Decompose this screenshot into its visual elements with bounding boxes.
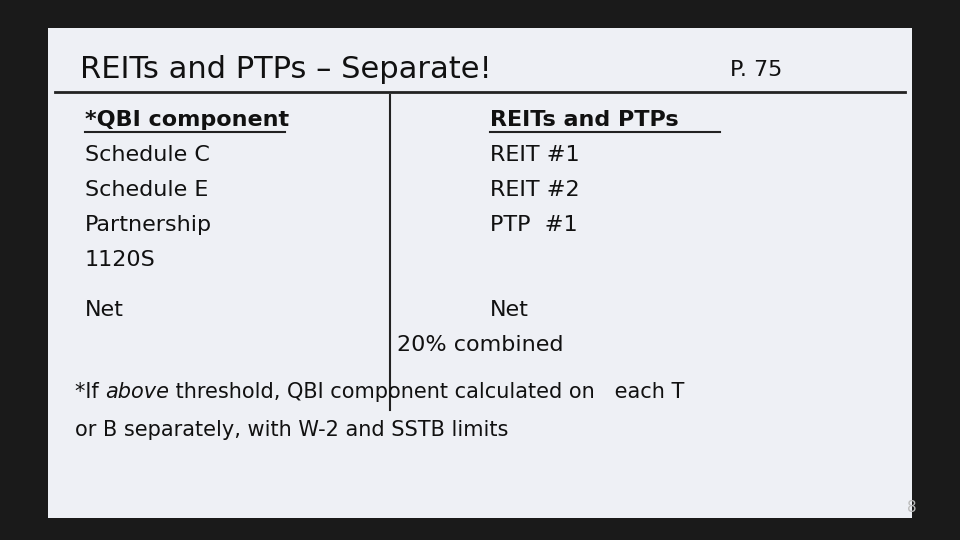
Text: *QBI component: *QBI component bbox=[85, 110, 289, 130]
Text: 20% combined: 20% combined bbox=[396, 335, 564, 355]
Text: 1120S: 1120S bbox=[85, 250, 156, 270]
Text: Partnership: Partnership bbox=[85, 215, 212, 235]
Text: REIT #2: REIT #2 bbox=[490, 180, 580, 200]
Text: REITs and PTPs: REITs and PTPs bbox=[490, 110, 679, 130]
Text: REITs and PTPs – Separate!: REITs and PTPs – Separate! bbox=[80, 56, 492, 84]
Text: above: above bbox=[106, 382, 169, 402]
Text: P. 75: P. 75 bbox=[730, 60, 782, 80]
Text: *If: *If bbox=[75, 382, 106, 402]
Text: or B separately, with W-2 and SSTB limits: or B separately, with W-2 and SSTB limit… bbox=[75, 420, 509, 440]
Text: Net: Net bbox=[490, 300, 529, 320]
Text: Schedule C: Schedule C bbox=[85, 145, 210, 165]
Text: Net: Net bbox=[85, 300, 124, 320]
FancyBboxPatch shape bbox=[48, 28, 912, 518]
Text: Schedule E: Schedule E bbox=[85, 180, 208, 200]
Text: threshold, QBI component calculated on   each T: threshold, QBI component calculated on e… bbox=[169, 382, 684, 402]
Text: PTP  #1: PTP #1 bbox=[490, 215, 578, 235]
Text: REIT #1: REIT #1 bbox=[490, 145, 580, 165]
Text: 8: 8 bbox=[907, 501, 917, 516]
